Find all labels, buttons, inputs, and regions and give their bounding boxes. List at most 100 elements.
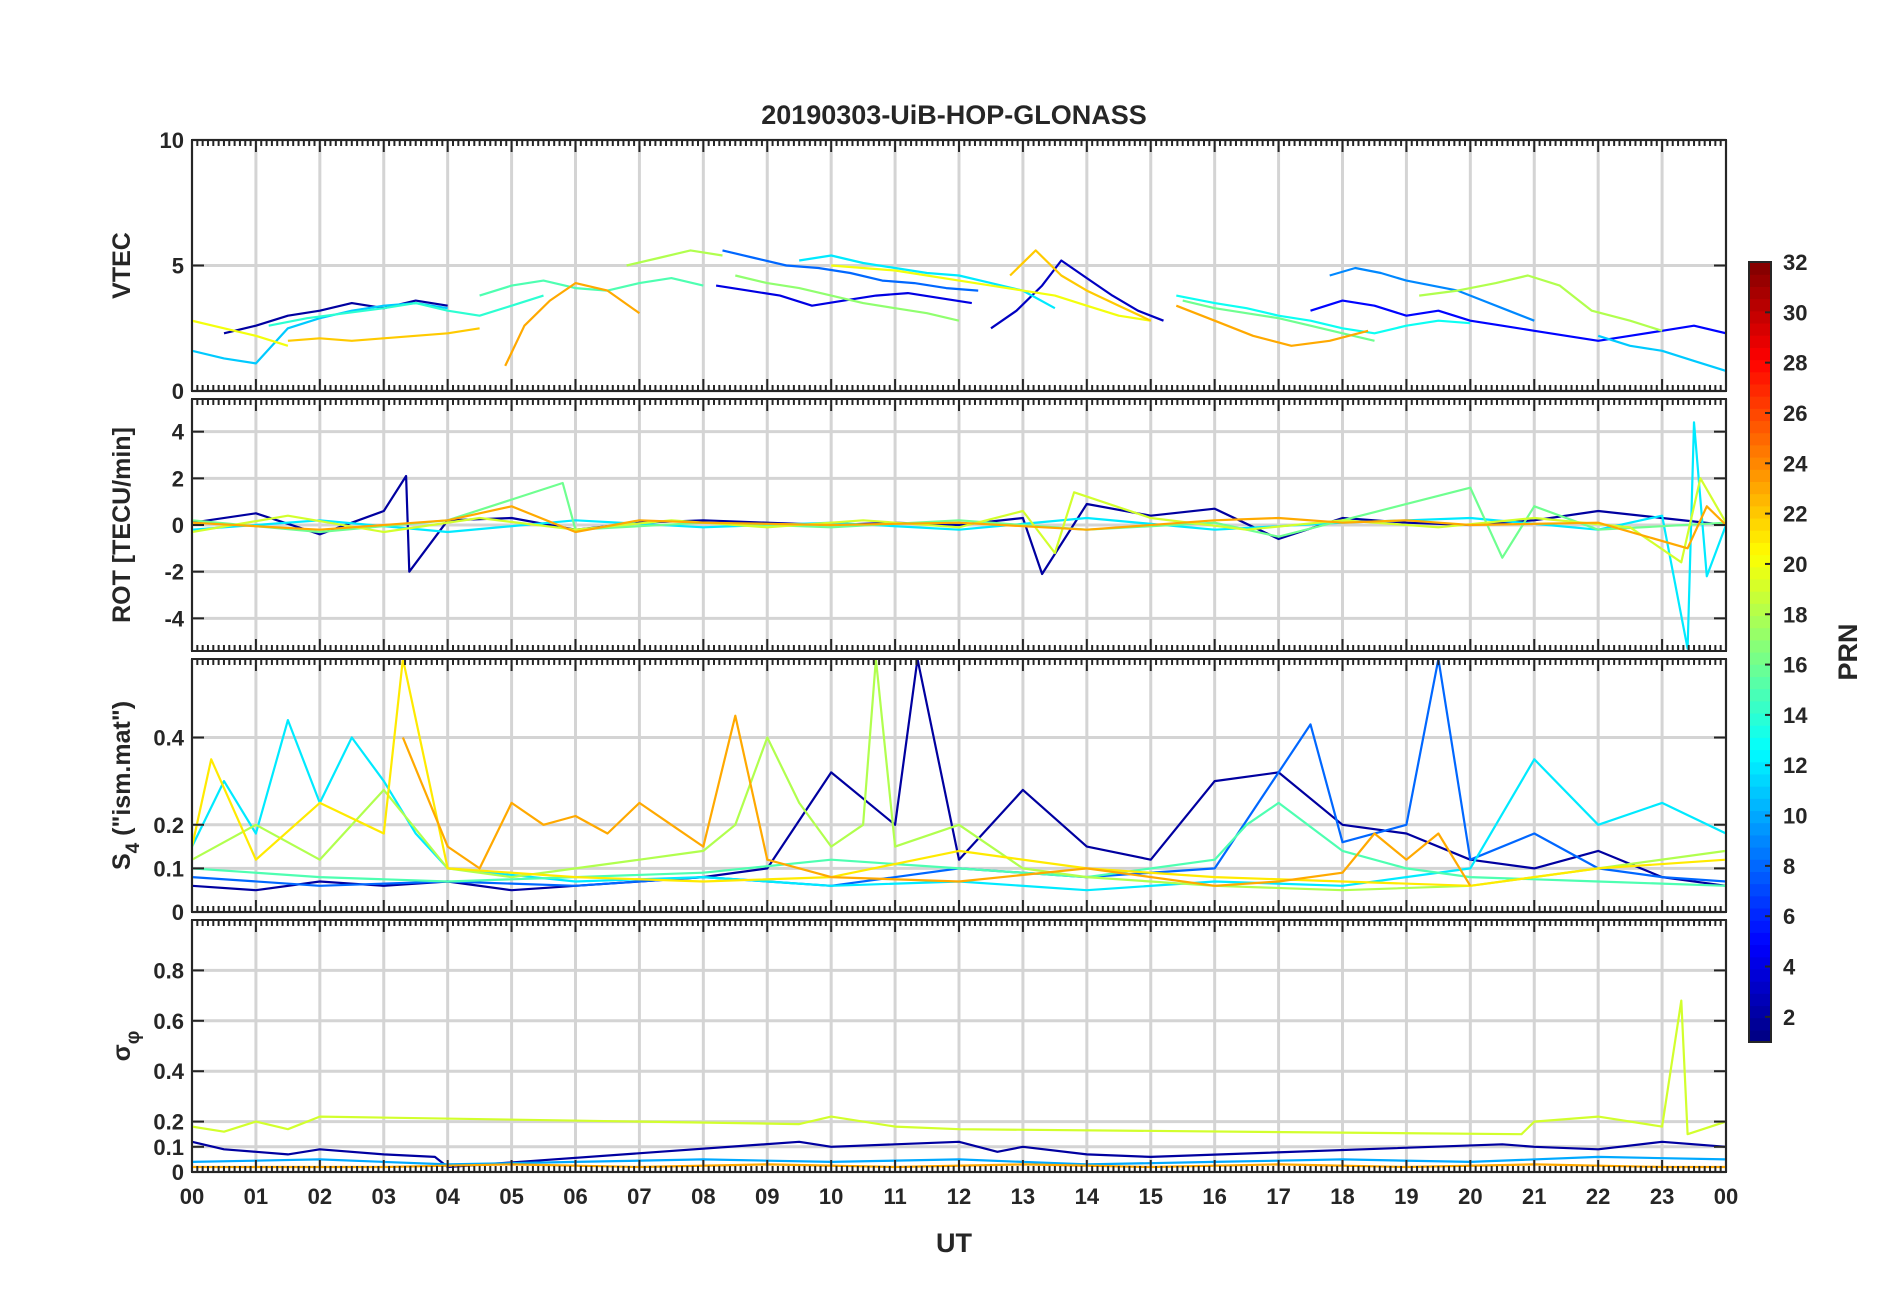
series-line-prn-23: [1175, 304, 1369, 347]
series-line-prn-20: [192, 319, 289, 347]
x-tick-label: 19: [1394, 1184, 1418, 1209]
y-axis-label-rot: ROT [TECU/min]: [108, 427, 136, 623]
series-line-prn-13: [1176, 294, 1471, 335]
colorbar-segment: [1749, 688, 1771, 702]
colorbar-segment: [1749, 432, 1771, 446]
x-tick-label: 13: [1011, 1184, 1035, 1209]
colorbar-tick-label: 20: [1783, 552, 1807, 577]
y-tick-label: 10: [160, 128, 184, 153]
y-tick-label: 0.2: [153, 1110, 184, 1135]
colorbar-segment: [1749, 737, 1771, 751]
y-axis-label-vtec: VTEC: [108, 232, 136, 299]
colorbar-segment: [1749, 822, 1771, 836]
x-tick-label: 17: [1266, 1184, 1290, 1209]
series-group: [192, 421, 1726, 650]
colorbar-segment: [1749, 712, 1771, 726]
colorbar-segment: [1749, 932, 1771, 946]
series-line-prn-22: [287, 327, 480, 342]
series-line-prn-18: [1419, 274, 1663, 332]
x-tick-label: 07: [627, 1184, 651, 1209]
colorbar-segment: [1749, 871, 1771, 885]
colorbar-segment: [1749, 517, 1771, 531]
series-line-prn-16: [1182, 299, 1375, 342]
y-tick-label: -2: [164, 560, 184, 585]
y-tick-label: 0.4: [153, 726, 184, 751]
colorbar-segment: [1749, 883, 1771, 897]
colorbar-frame: [1748, 261, 1772, 1043]
series-line-prn-23: [504, 282, 641, 367]
y-tick-label: 0: [172, 513, 184, 538]
panel-sigma_phi: 00.10.2 0.4 0.6 0.8 σφ 00 01 02 03 04 05 06 07 08 09 10…: [108, 919, 1738, 1209]
series-line-prn-5: [1310, 299, 1726, 342]
colorbar-tick-label: 2: [1783, 1005, 1795, 1030]
y-tick-label: 0.4: [153, 1059, 184, 1084]
x-tick-label: 04: [435, 1184, 460, 1209]
x-tick-label: 00: [180, 1184, 204, 1209]
series-line-prn-20: [831, 264, 1151, 322]
series-line-prn-22: [1009, 249, 1152, 322]
colorbar-segment: [1749, 981, 1771, 994]
colorbar-segment: [1749, 907, 1771, 921]
series-line-prn-18: [626, 249, 723, 267]
x-tick-label: 18: [1330, 1184, 1354, 1209]
colorbar-segment: [1749, 298, 1771, 312]
colorbar-segment: [1749, 347, 1771, 361]
colorbar-segment: [1749, 274, 1771, 287]
y-label-sub: 4: [123, 842, 144, 853]
colorbar-segment: [1749, 786, 1771, 799]
colorbar-tick-label: 28: [1783, 351, 1807, 376]
colorbar-segment: [1749, 895, 1771, 909]
x-tick-label: 05: [499, 1184, 523, 1209]
colorbar-segment: [1749, 652, 1771, 665]
colorbar-segment: [1749, 664, 1771, 677]
x-tick-label: 10: [819, 1184, 843, 1209]
panel-rot: -4 -2 0 2 4 ROT [TECU/min]: [108, 398, 1728, 652]
x-tick-label: 12: [947, 1184, 971, 1209]
colorbar-segment: [1749, 457, 1771, 470]
colorbar-tick-label: 8: [1783, 854, 1795, 879]
colorbar-segment: [1749, 481, 1771, 495]
x-tick-label: 22: [1586, 1184, 1610, 1209]
colorbar-segment: [1749, 505, 1771, 519]
series-line-prn-19: [192, 477, 1726, 564]
colorbar-tick-label: 14: [1783, 703, 1808, 728]
colorbar-segment: [1749, 1029, 1771, 1043]
colorbar-segment: [1749, 834, 1771, 848]
series-group: [192, 659, 1726, 892]
colorbar-segment: [1749, 1017, 1771, 1031]
series-line-prn-8: [722, 249, 979, 292]
series-line-prn-23: [192, 505, 1726, 550]
colorbar-segment: [1749, 773, 1771, 787]
colorbar-segment: [1749, 944, 1771, 958]
colorbar-segment: [1749, 603, 1771, 617]
x-tick-label: 06: [563, 1184, 587, 1209]
x-tick-label: 11: [883, 1184, 906, 1209]
x-tick-label: 01: [244, 1184, 268, 1209]
colorbar-segment: [1749, 920, 1771, 933]
series-line-prn-21: [192, 659, 1726, 887]
series-line-prn-19: [192, 999, 1726, 1136]
colorbar-segment: [1749, 639, 1771, 653]
colorbar-tick-label: 16: [1783, 653, 1807, 678]
colorbar-segment: [1749, 1005, 1771, 1019]
x-tick-label: 16: [1202, 1184, 1226, 1209]
x-tick-label: 21: [1522, 1184, 1546, 1209]
colorbar-segment: [1749, 444, 1771, 458]
colorbar-segment: [1749, 420, 1771, 434]
y-tick-label: 0.8: [153, 958, 184, 983]
colorbar-segment: [1749, 322, 1771, 336]
series-line-prn-17: [735, 274, 960, 322]
colorbar-segment: [1749, 993, 1771, 1007]
series-line-prn-15: [479, 277, 704, 297]
colorbar-segment: [1749, 542, 1771, 556]
y-axis-label-s4: S4 ("ism.mat"): [108, 701, 144, 870]
colorbar-tick-label: 6: [1783, 904, 1795, 929]
y-label-main: σ: [108, 1044, 136, 1061]
x-tick-label: 15: [1139, 1184, 1163, 1209]
x-tick-label: 00: [1714, 1184, 1738, 1209]
colorbar-segment: [1749, 408, 1771, 422]
colorbar-tick-label: 26: [1783, 401, 1807, 426]
x-tick-label: 03: [372, 1184, 396, 1209]
series-line-prn-23: [401, 714, 1472, 887]
